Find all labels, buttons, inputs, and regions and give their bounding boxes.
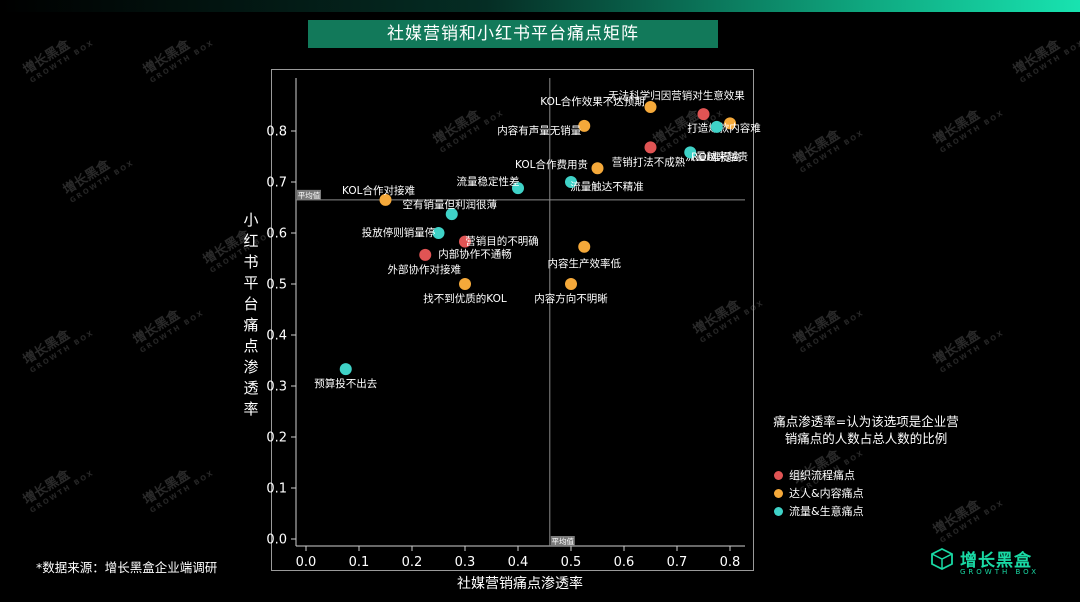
data-point-label: 流量稳定性差 bbox=[457, 175, 520, 188]
data-point bbox=[419, 248, 432, 261]
data-point bbox=[459, 235, 471, 248]
brand-logo: 增长黑盒 GROWTH BOX bbox=[930, 545, 1060, 585]
brand-subtitle: GROWTH BOX bbox=[960, 568, 1040, 576]
mean-y-label-bg bbox=[297, 189, 321, 200]
definition-note: 痛点渗透率=认为该选项是企业营销痛点的人数占总人数的比例 bbox=[773, 414, 959, 446]
legend-dot-org bbox=[774, 470, 783, 480]
data-point bbox=[644, 101, 657, 114]
data-point-label: 预算投不出去 bbox=[314, 377, 377, 390]
data-point-label: 营销目的不明确 bbox=[465, 235, 539, 248]
data-point-label: 空有销量但利润很薄 bbox=[403, 198, 498, 211]
data-point-label: 营销打法不成熟 bbox=[612, 155, 686, 168]
x-tick-label: 0.4 bbox=[508, 555, 529, 570]
data-point-label: 投放停则销量停 bbox=[362, 226, 436, 239]
data-point bbox=[578, 119, 591, 132]
x-tick-label: 0.6 bbox=[614, 555, 635, 570]
page-title: 社媒营销和小红书平台痛点矩阵 bbox=[308, 20, 718, 48]
data-point-label: KOL合作对接难 bbox=[342, 184, 415, 197]
data-point bbox=[724, 117, 736, 130]
y-tick-label: 0.4 bbox=[266, 329, 287, 344]
data-point bbox=[644, 141, 657, 154]
y-tick-label: 0.8 bbox=[266, 125, 287, 140]
data-point-label: 流量触达不精准 bbox=[570, 180, 644, 193]
data-point bbox=[684, 146, 697, 159]
data-point bbox=[591, 162, 604, 175]
data-point-label: ROI难提高 bbox=[691, 150, 741, 163]
x-tick-label: 0.0 bbox=[296, 555, 317, 570]
data-point-label: KOL合作效果不达预期 bbox=[540, 95, 644, 108]
data-point bbox=[565, 278, 577, 290]
data-point bbox=[379, 193, 392, 206]
legend-item-org: 组织流程痛点 bbox=[774, 466, 864, 484]
data-point bbox=[445, 208, 458, 221]
data-point bbox=[459, 278, 471, 290]
data-point bbox=[432, 227, 445, 239]
y-tick-label: 0.6 bbox=[266, 227, 287, 242]
legend-item-kol: 达人&内容痛点 bbox=[774, 484, 864, 502]
x-tick-label: 0.5 bbox=[561, 555, 582, 570]
y-tick-label: 0.2 bbox=[266, 431, 287, 446]
y-tick-label: 0.7 bbox=[266, 176, 287, 191]
brand-name: 增长黑盒 bbox=[960, 551, 1032, 571]
mean-x-label: 平均值 bbox=[552, 536, 575, 546]
chart-frame bbox=[271, 69, 754, 571]
x-tick-label: 0.7 bbox=[667, 555, 688, 570]
legend: 组织流程痛点 达人&内容痛点 流量&生意痛点 bbox=[774, 466, 864, 520]
y-tick-label: 0.5 bbox=[266, 278, 287, 293]
data-point-label: 打造爆款内容难 bbox=[687, 121, 761, 134]
data-point-label: KOL合作费用贵 bbox=[515, 158, 588, 171]
y-axis-label: 小红书平台痛点渗透率 bbox=[243, 211, 259, 418]
legend-label: 组织流程痛点 bbox=[789, 469, 855, 482]
data-point-label: 内部协作不通畅 bbox=[438, 248, 512, 261]
data-point bbox=[578, 240, 591, 253]
mean-x-label-bg bbox=[550, 536, 575, 546]
data-point-label: 内容有声量无销量 bbox=[497, 124, 581, 137]
data-point-label: 无法科学归因营销对生意效果 bbox=[608, 89, 745, 102]
legend-dot-kol bbox=[774, 488, 783, 498]
data-point bbox=[339, 363, 352, 376]
data-point-label: 内容生产效率低 bbox=[548, 257, 622, 270]
legend-item-traffic: 流量&生意痛点 bbox=[774, 502, 864, 520]
x-tick-label: 0.1 bbox=[349, 555, 370, 570]
x-tick-label: 0.8 bbox=[720, 555, 741, 570]
mean-y-label: 平均值 bbox=[298, 190, 321, 200]
top-gradient-bar bbox=[0, 0, 1080, 12]
legend-dot-traffic bbox=[774, 506, 783, 516]
y-tick-label: 0.1 bbox=[266, 482, 287, 497]
source-note: *数据来源：增长黑盒企业端调研 bbox=[36, 560, 218, 575]
x-tick-label: 0.2 bbox=[402, 555, 423, 570]
legend-label: 流量&生意痛点 bbox=[789, 505, 864, 518]
data-point-label: 外部协作对接难 bbox=[388, 263, 462, 276]
legend-label: 达人&内容痛点 bbox=[789, 487, 864, 500]
data-point bbox=[512, 182, 524, 195]
data-point-label: 流量越来越贵 bbox=[685, 150, 748, 163]
y-tick-label: 0.3 bbox=[266, 380, 287, 395]
x-axis-label: 社媒营销痛点渗透率 bbox=[457, 576, 583, 592]
cube-icon bbox=[931, 547, 953, 571]
data-point bbox=[697, 108, 710, 121]
data-point-label: 找不到优质的KOL bbox=[423, 292, 507, 305]
y-tick-label: 0.0 bbox=[266, 533, 287, 548]
data-point bbox=[565, 176, 577, 188]
data-point bbox=[710, 120, 723, 133]
x-tick-label: 0.3 bbox=[455, 555, 476, 570]
data-point-label: 内容方向不明晰 bbox=[534, 292, 608, 305]
